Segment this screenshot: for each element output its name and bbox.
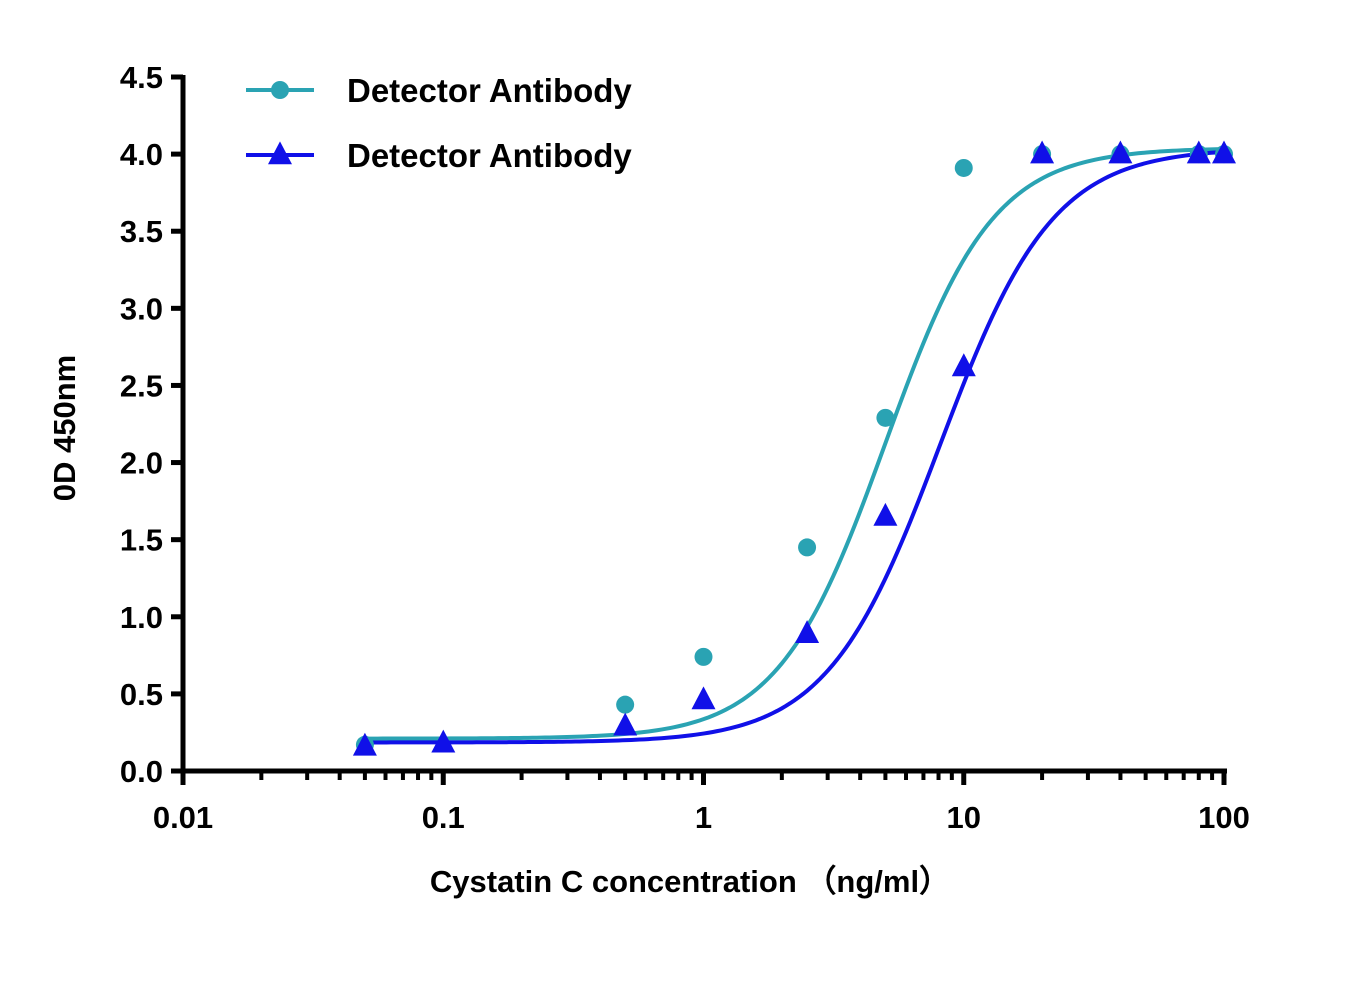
triangle-point-series-2: [613, 712, 638, 736]
circle-point-series-1: [616, 695, 635, 714]
triangle-point-series-2: [352, 732, 377, 756]
triangle-point-series-2: [691, 686, 716, 710]
circle-point-series-1: [694, 647, 713, 666]
circle-point-series-1: [798, 538, 817, 557]
triangle-point-series-2: [873, 502, 898, 526]
y-tick-label: 2.0: [120, 446, 163, 481]
y-tick-label: 4.0: [120, 137, 163, 172]
fit-curve-series-2: [364, 149, 1225, 745]
y-tick-label: 2.5: [120, 368, 163, 403]
triangle-point-series-2: [1186, 140, 1211, 164]
x-tick-label: 0.01: [153, 800, 213, 835]
y-axis-title: 0D 450nm: [47, 355, 82, 501]
y-tick-label: 4.5: [120, 60, 163, 95]
circle-point-series-1: [954, 158, 973, 177]
x-tick-label: 10: [947, 800, 981, 835]
triangle-point-series-2: [1030, 140, 1055, 164]
legend-marker-series-1: [271, 81, 289, 99]
y-tick-label: 1.5: [120, 523, 163, 558]
triangle-point-series-2: [795, 620, 820, 643]
x-tick-label: 1: [695, 800, 712, 835]
triangle-point-series-2: [1108, 140, 1133, 164]
legend: Detector Antibody Detector Antibody: [246, 72, 632, 174]
data-markers: [352, 140, 1236, 756]
y-tick-label: 1.0: [120, 600, 163, 635]
x-tick-label: 100: [1198, 800, 1250, 835]
triangle-point-series-2: [431, 729, 456, 753]
y-tick-label: 0.0: [120, 754, 163, 789]
circle-point-series-1: [876, 408, 895, 427]
y-tick-label: 3.5: [120, 214, 163, 249]
fit-curve-series-1: [364, 147, 1225, 741]
axes: 0.0 0.5 1.0 1.5 2.0 2.5 3.0 3.5 4.0 4.5 0.01 0.1 1 10…: [120, 60, 1250, 835]
x-tick-label: 0.1: [422, 800, 465, 835]
legend-label-series-1: Detector Antibody: [347, 72, 632, 109]
legend-marker-series-2: [268, 141, 292, 165]
triangle-point-series-2: [951, 353, 976, 377]
fit-curves: [364, 147, 1225, 745]
legend-label-series-2: Detector Antibody: [347, 137, 632, 174]
triangle-point-series-2: [1212, 140, 1236, 164]
y-tick-label: 0.5: [120, 677, 163, 712]
x-axis-title: Cystatin C concentration （ng/ml）: [430, 864, 950, 899]
y-tick-label: 3.0: [120, 291, 163, 326]
